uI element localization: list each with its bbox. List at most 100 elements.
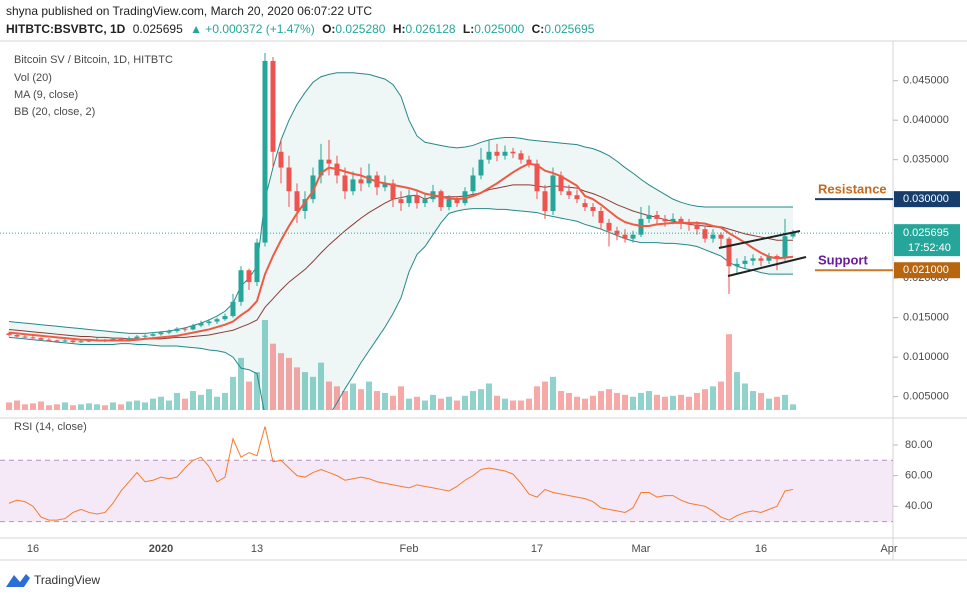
published-line: shyna published on TradingView.com, Marc… — [6, 4, 372, 18]
volume-bar — [790, 404, 796, 410]
volume-bar — [110, 402, 116, 410]
candle-body — [478, 159, 484, 176]
volume-bar — [582, 398, 588, 410]
candle-body — [38, 338, 44, 340]
volume-bar — [614, 392, 620, 410]
candle-body — [670, 218, 676, 222]
volume-bar — [198, 394, 204, 410]
candle-body — [414, 195, 420, 204]
candle-body — [758, 258, 764, 261]
volume-bar — [126, 401, 132, 410]
candle-body — [158, 332, 164, 335]
volume-bar — [670, 395, 676, 410]
volume-bar — [454, 400, 460, 410]
volume-bar — [606, 389, 612, 410]
volume-bar — [742, 383, 748, 410]
volume-bar — [566, 392, 572, 410]
candle-body — [86, 340, 92, 342]
volume-bar — [22, 404, 28, 410]
volume-bar — [630, 396, 636, 410]
candle-body — [678, 218, 684, 223]
volume-bar — [678, 394, 684, 410]
volume-bar — [6, 402, 12, 410]
candle-body — [310, 175, 316, 200]
candle-body — [406, 195, 412, 204]
candle-body — [614, 230, 620, 235]
candle-body — [326, 159, 332, 164]
candle-body — [390, 183, 396, 200]
volume-bar — [486, 383, 492, 410]
volume-bar — [350, 383, 356, 410]
c-value: 0.025695 — [544, 22, 594, 36]
candle-body — [654, 214, 660, 219]
o-value: 0.025280 — [335, 22, 385, 36]
candle-body — [766, 256, 772, 261]
resistance-label: 0.030000 — [903, 193, 949, 205]
candle-body — [398, 199, 404, 204]
candle-body — [342, 175, 348, 192]
volume-bar — [462, 395, 468, 410]
candle-body — [294, 191, 300, 211]
candle-body — [14, 334, 20, 337]
candle-body — [486, 151, 492, 160]
volume-bar — [150, 398, 156, 410]
bb-fill — [9, 72, 793, 410]
candle-body — [742, 260, 748, 264]
candle-body — [438, 191, 444, 208]
candle-body — [630, 234, 636, 239]
volume-bar — [326, 381, 332, 410]
x-tick-label: 16 — [755, 543, 767, 555]
candle-body — [790, 233, 796, 237]
volume-bar — [334, 386, 340, 410]
volume-bar — [70, 405, 76, 410]
volume-bar — [374, 391, 380, 410]
candle-body — [6, 333, 12, 335]
candle-body — [350, 179, 356, 192]
volume-bar — [766, 398, 772, 410]
volume-bar — [406, 398, 412, 410]
candle-body — [750, 258, 756, 261]
candle-body — [702, 229, 708, 239]
volume-bar — [526, 398, 532, 410]
volume-bar — [478, 389, 484, 410]
candle-body — [270, 60, 276, 152]
volume-bar — [182, 398, 188, 410]
volume-bar — [278, 353, 284, 410]
y-tick-label: 0.015000 — [903, 312, 949, 324]
candle-body — [598, 210, 604, 223]
candle-body — [126, 338, 132, 340]
volume-bar — [574, 396, 580, 410]
candle-body — [190, 325, 196, 330]
candle-body — [574, 195, 580, 200]
volume-bar — [286, 357, 292, 410]
candle-body — [774, 256, 780, 259]
candle-body — [118, 338, 124, 340]
volume-bar — [358, 389, 364, 410]
ma-line — [8, 162, 794, 342]
volume-bar — [654, 394, 660, 410]
candle-body — [230, 301, 236, 317]
volume-bar — [710, 386, 716, 410]
candle-body — [534, 163, 540, 192]
candle-body — [150, 334, 156, 336]
symbol-line: HITBTC:BSVBTC, 1D 0.025695 ▲ +0.000372 (… — [6, 22, 595, 36]
candle-body — [470, 175, 476, 192]
volume-bar — [142, 402, 148, 410]
volume-bar — [398, 386, 404, 410]
candle-body — [54, 340, 60, 342]
volume-bar — [414, 396, 420, 410]
candle-body — [494, 151, 500, 156]
volume-bar — [390, 395, 396, 410]
candle-body — [262, 60, 268, 243]
volume-bar — [342, 391, 348, 410]
candle-body — [542, 191, 548, 211]
volume-bar — [718, 381, 724, 410]
volume-bar — [222, 392, 228, 410]
volume-bar — [438, 398, 444, 410]
candle-body — [462, 191, 468, 204]
candle-body — [358, 179, 364, 184]
x-tick-label: 16 — [27, 543, 39, 555]
volume-bar — [102, 405, 108, 410]
volume-bar — [190, 391, 196, 410]
candle-body — [510, 151, 516, 154]
